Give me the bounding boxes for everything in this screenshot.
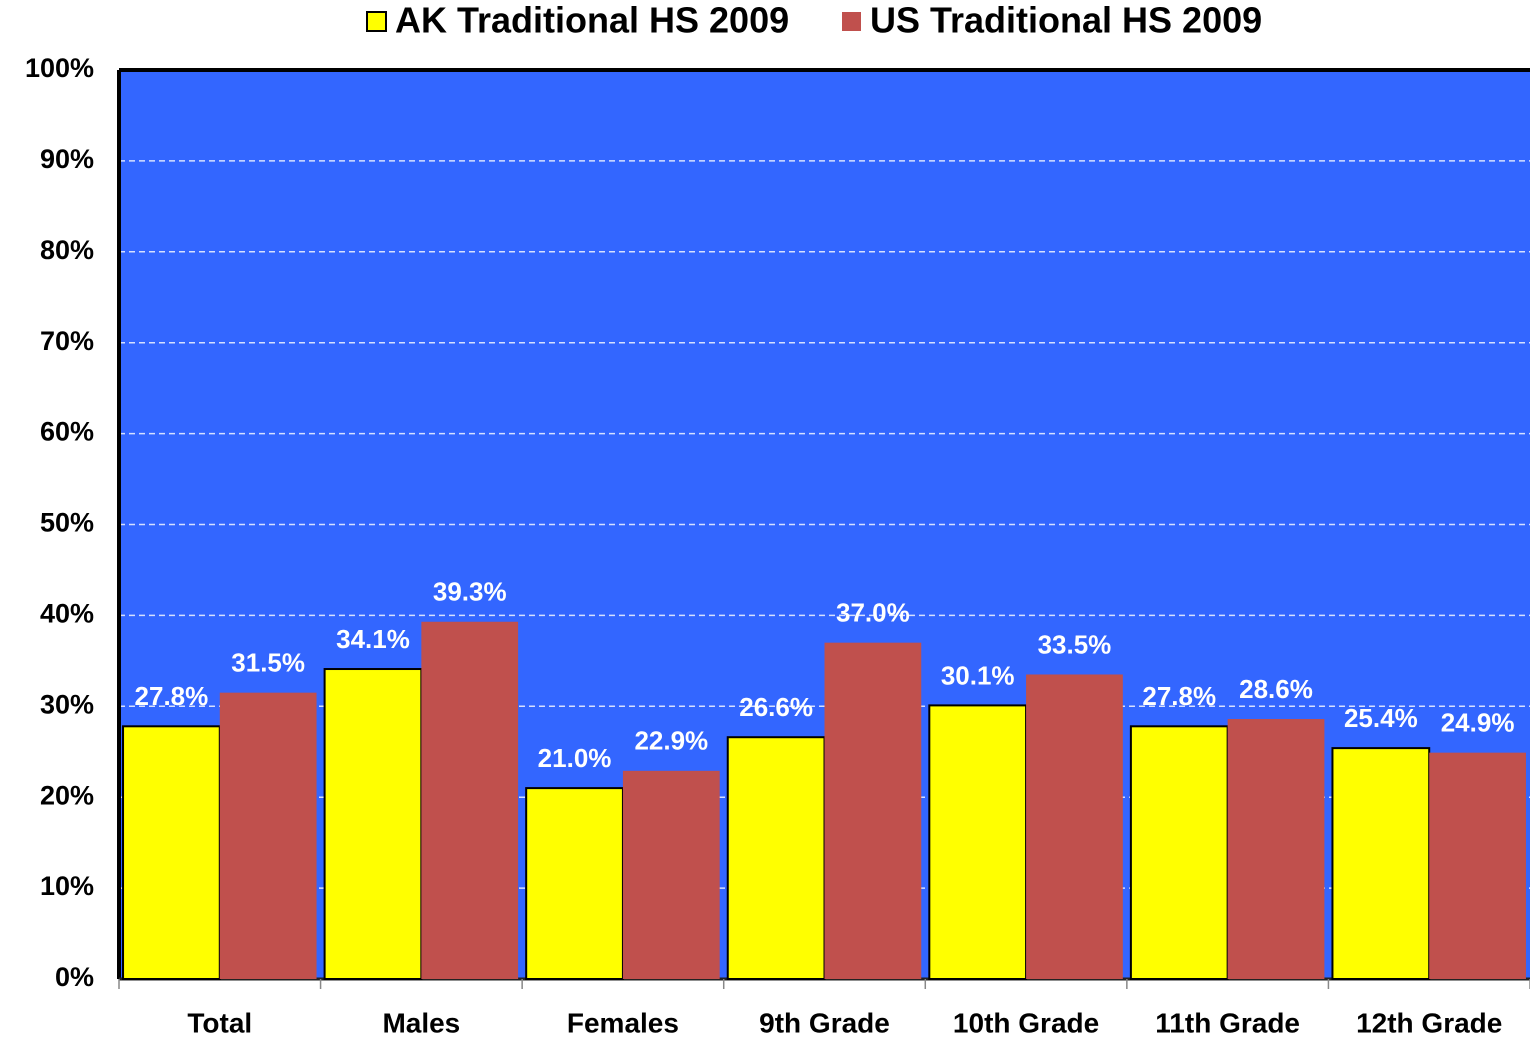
data-label: 34.1% <box>336 624 410 654</box>
bar <box>1026 674 1123 979</box>
data-label: 27.8% <box>135 681 209 711</box>
legend-swatch <box>842 12 861 31</box>
x-tick-label: 10th Grade <box>953 1007 1099 1038</box>
data-label: 26.6% <box>739 692 813 722</box>
bar <box>1429 752 1526 979</box>
legend-swatch <box>366 11 387 32</box>
bar <box>323 668 423 980</box>
bar <box>122 725 221 980</box>
x-tick-label: 12th Grade <box>1356 1007 1502 1038</box>
x-tick-label: Females <box>567 1007 679 1038</box>
y-tick-label: 30% <box>40 689 94 719</box>
data-label: 21.0% <box>538 743 612 773</box>
legend-label: US Traditional HS 2009 <box>870 0 1262 41</box>
x-tick-label: 9th Grade <box>759 1007 890 1038</box>
bar <box>1227 719 1325 979</box>
data-label: 37.0% <box>836 598 910 628</box>
data-label: 28.6% <box>1239 674 1313 704</box>
legend-label: AK Traditional HS 2009 <box>395 0 789 41</box>
bar <box>1331 747 1431 981</box>
bar <box>219 692 317 979</box>
bar <box>928 704 1028 980</box>
x-tick-label: Total <box>187 1007 252 1038</box>
data-label: 33.5% <box>1038 629 1112 659</box>
bar <box>525 787 624 980</box>
data-label: 27.8% <box>1142 681 1216 711</box>
y-tick-label: 100% <box>25 53 94 83</box>
y-tick-label: 90% <box>40 144 94 174</box>
y-tick-label: 80% <box>40 235 94 265</box>
y-tick-label: 40% <box>40 599 94 629</box>
data-label: 30.1% <box>941 660 1015 690</box>
bar <box>1129 725 1229 980</box>
data-label: 39.3% <box>433 577 507 607</box>
y-tick-label: 70% <box>40 326 94 356</box>
bar <box>824 642 922 979</box>
data-label: 24.9% <box>1441 708 1515 738</box>
bar <box>726 736 826 980</box>
y-tick-label: 20% <box>40 780 94 810</box>
data-label: 31.5% <box>231 648 305 678</box>
x-tick-label: Males <box>382 1007 460 1038</box>
y-tick-label: 0% <box>55 962 94 992</box>
y-tick-label: 60% <box>40 417 94 447</box>
bar <box>421 621 519 979</box>
data-label: 22.9% <box>634 726 708 756</box>
x-tick-label: 11th Grade <box>1155 1007 1300 1038</box>
bar <box>622 770 720 979</box>
data-label: 25.4% <box>1344 703 1418 733</box>
y-tick-label: 10% <box>40 871 94 901</box>
y-tick-label: 50% <box>40 508 94 538</box>
